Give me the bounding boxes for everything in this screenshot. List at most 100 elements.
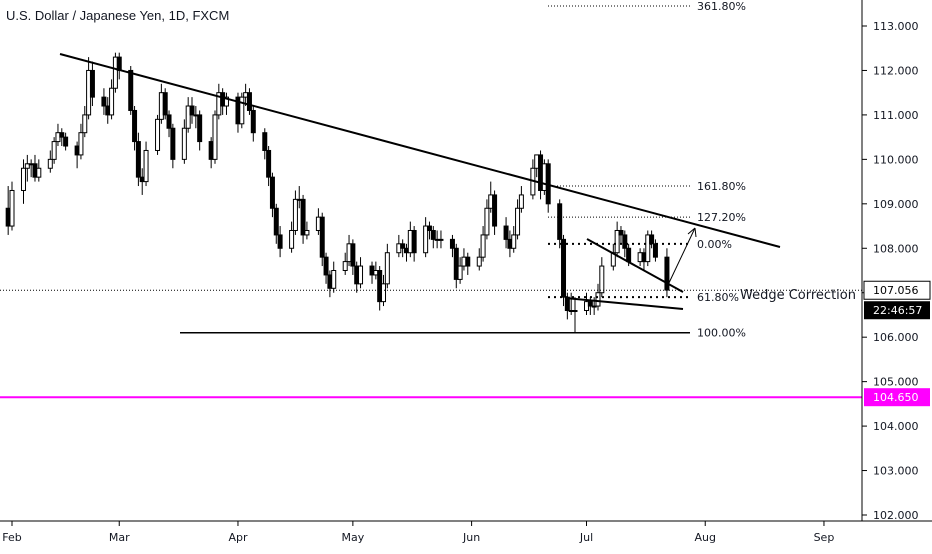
y-tick-label: 108.000 xyxy=(873,242,919,255)
candle xyxy=(189,97,195,124)
candle-body xyxy=(292,198,298,231)
y-tick-label: 112.000 xyxy=(873,64,919,77)
candle-body xyxy=(626,247,632,263)
y-tick-label: 105.000 xyxy=(873,376,919,389)
candle xyxy=(457,257,463,284)
candle xyxy=(250,106,256,142)
candle xyxy=(223,92,229,115)
wedge-correction-label: Wedge Correction xyxy=(740,288,856,303)
candle-body xyxy=(438,238,444,241)
candle-body xyxy=(618,229,624,236)
candle xyxy=(300,194,306,244)
candle-body xyxy=(132,109,138,143)
candle xyxy=(484,199,490,240)
candle-body xyxy=(492,194,498,227)
candle-body xyxy=(350,243,356,267)
candle xyxy=(358,257,364,289)
candle xyxy=(181,119,187,164)
candle-body xyxy=(143,149,149,183)
countdown-value: 22:46:57 xyxy=(873,304,922,317)
candle-body xyxy=(599,265,605,294)
candle-body xyxy=(300,198,306,236)
candle xyxy=(449,234,455,258)
candle-body xyxy=(9,189,15,227)
candle xyxy=(51,137,57,164)
candle-body xyxy=(20,167,26,191)
candle xyxy=(239,92,245,129)
y-tick-label: 106.000 xyxy=(873,331,919,344)
candle xyxy=(47,150,53,173)
candle-body xyxy=(51,141,57,160)
candle xyxy=(622,230,628,258)
candle xyxy=(78,123,84,160)
candle-body xyxy=(449,238,455,249)
candle-body xyxy=(269,176,275,209)
candle-body xyxy=(557,203,563,240)
candle-body xyxy=(250,109,256,134)
x-tick-label: Aug xyxy=(694,531,715,544)
candle-body xyxy=(587,301,593,307)
candle xyxy=(480,226,486,262)
candle-body xyxy=(511,234,517,249)
projection-arrowhead-icon xyxy=(687,227,697,238)
candle-body xyxy=(78,132,84,156)
candle-body xyxy=(262,132,268,151)
candle xyxy=(323,252,329,284)
candle xyxy=(36,159,42,182)
candle xyxy=(262,128,268,160)
candle xyxy=(101,88,107,115)
candle xyxy=(561,234,567,307)
candle-body xyxy=(484,207,490,236)
candle-body xyxy=(652,243,658,258)
x-tick-label: Jul xyxy=(579,531,593,544)
candle-body xyxy=(266,149,272,178)
candle xyxy=(135,132,141,187)
candle-body xyxy=(89,69,95,98)
current-price-tag xyxy=(863,280,931,300)
candle xyxy=(599,257,605,298)
candle-body xyxy=(358,265,364,285)
candle xyxy=(411,226,417,262)
candle-body xyxy=(166,114,172,129)
candle-body xyxy=(411,229,417,254)
candle xyxy=(9,181,15,231)
fib-level-label: 61.80% xyxy=(697,291,739,304)
candle-body xyxy=(515,207,521,236)
candle-body xyxy=(47,158,53,169)
projection-arrow-line xyxy=(667,227,696,286)
candle xyxy=(128,66,134,115)
candle xyxy=(24,154,30,182)
candle xyxy=(465,252,471,275)
descending-trendline xyxy=(59,53,781,248)
candle-body xyxy=(342,261,348,272)
candle xyxy=(430,226,436,249)
candle xyxy=(572,297,578,333)
x-tick-label: May xyxy=(341,531,364,544)
candle-body xyxy=(476,256,482,267)
fib-level-label: 161.80% xyxy=(697,180,746,193)
candle-body xyxy=(426,225,432,231)
candle xyxy=(476,248,482,271)
candle-body xyxy=(289,229,295,249)
fib-level-label: 361.80% xyxy=(697,0,746,13)
candle-body xyxy=(189,105,195,116)
candle-body xyxy=(331,270,337,289)
candle xyxy=(166,110,172,138)
y-tick-label: 103.000 xyxy=(873,465,919,478)
candle xyxy=(162,88,168,120)
y-tick-label: 110.000 xyxy=(873,153,919,166)
y-tick-label: 102.000 xyxy=(873,509,919,522)
candle xyxy=(109,79,115,120)
candle xyxy=(143,141,149,187)
candle xyxy=(82,106,88,138)
candle-body xyxy=(595,292,601,307)
candle-body xyxy=(162,92,168,116)
candle-body xyxy=(223,96,229,107)
candle-body xyxy=(465,256,471,267)
candle xyxy=(197,110,203,151)
candle xyxy=(438,230,444,249)
candle xyxy=(269,172,275,218)
y-tick-label: 109.000 xyxy=(873,198,919,211)
